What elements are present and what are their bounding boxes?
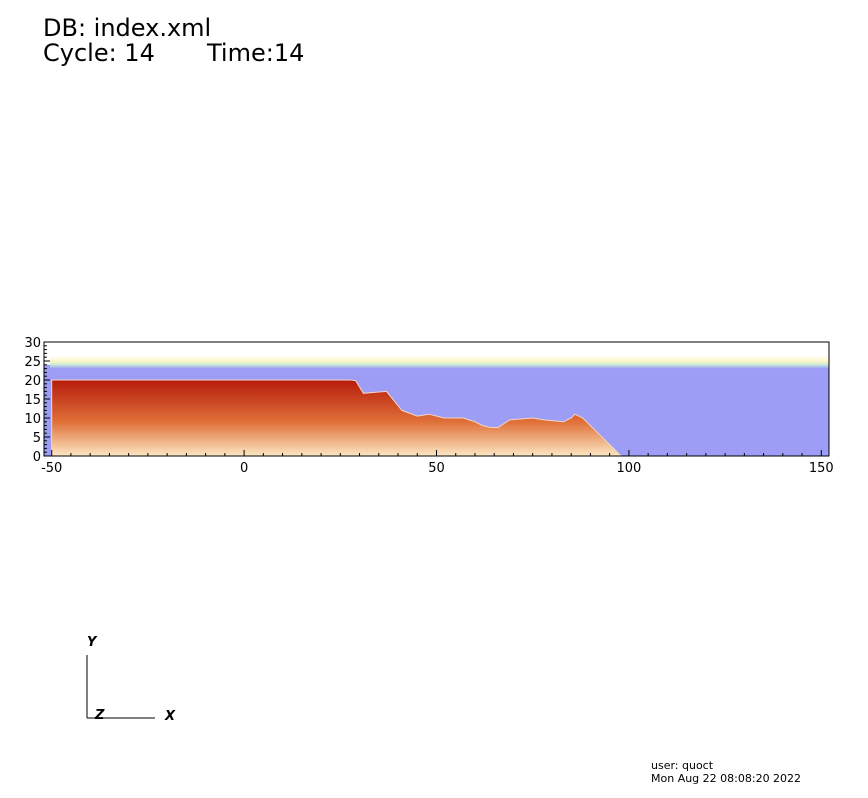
time-label: Time:14 bbox=[207, 39, 305, 67]
y-tick-label: 10 bbox=[24, 412, 41, 427]
y-tick-label: 0 bbox=[33, 450, 41, 465]
triad-z-label: Z bbox=[94, 708, 105, 723]
y-tick-label: 5 bbox=[33, 431, 41, 446]
x-tick-label: 150 bbox=[809, 461, 834, 476]
soil-body bbox=[51, 379, 623, 457]
user-label: user: quoct bbox=[651, 759, 714, 772]
y-tick-label: 20 bbox=[24, 374, 41, 389]
x-tick-label: 100 bbox=[616, 461, 641, 476]
y-tick-label: 25 bbox=[24, 355, 41, 370]
triad-y-label: Y bbox=[87, 635, 98, 650]
timestamp-label: Mon Aug 22 08:08:20 2022 bbox=[651, 772, 802, 785]
cycle-label: Cycle: 14 bbox=[43, 39, 155, 67]
x-tick-label: -50 bbox=[41, 461, 62, 476]
database-label: DB: index.xml bbox=[43, 14, 212, 42]
y-tick-label: 30 bbox=[24, 336, 41, 351]
x-tick-label: 0 bbox=[240, 461, 248, 476]
triad-x-label: X bbox=[164, 709, 176, 724]
y-tick-label: 15 bbox=[24, 393, 41, 408]
x-tick-label: 50 bbox=[428, 461, 445, 476]
free-surface-band bbox=[50, 355, 829, 369]
